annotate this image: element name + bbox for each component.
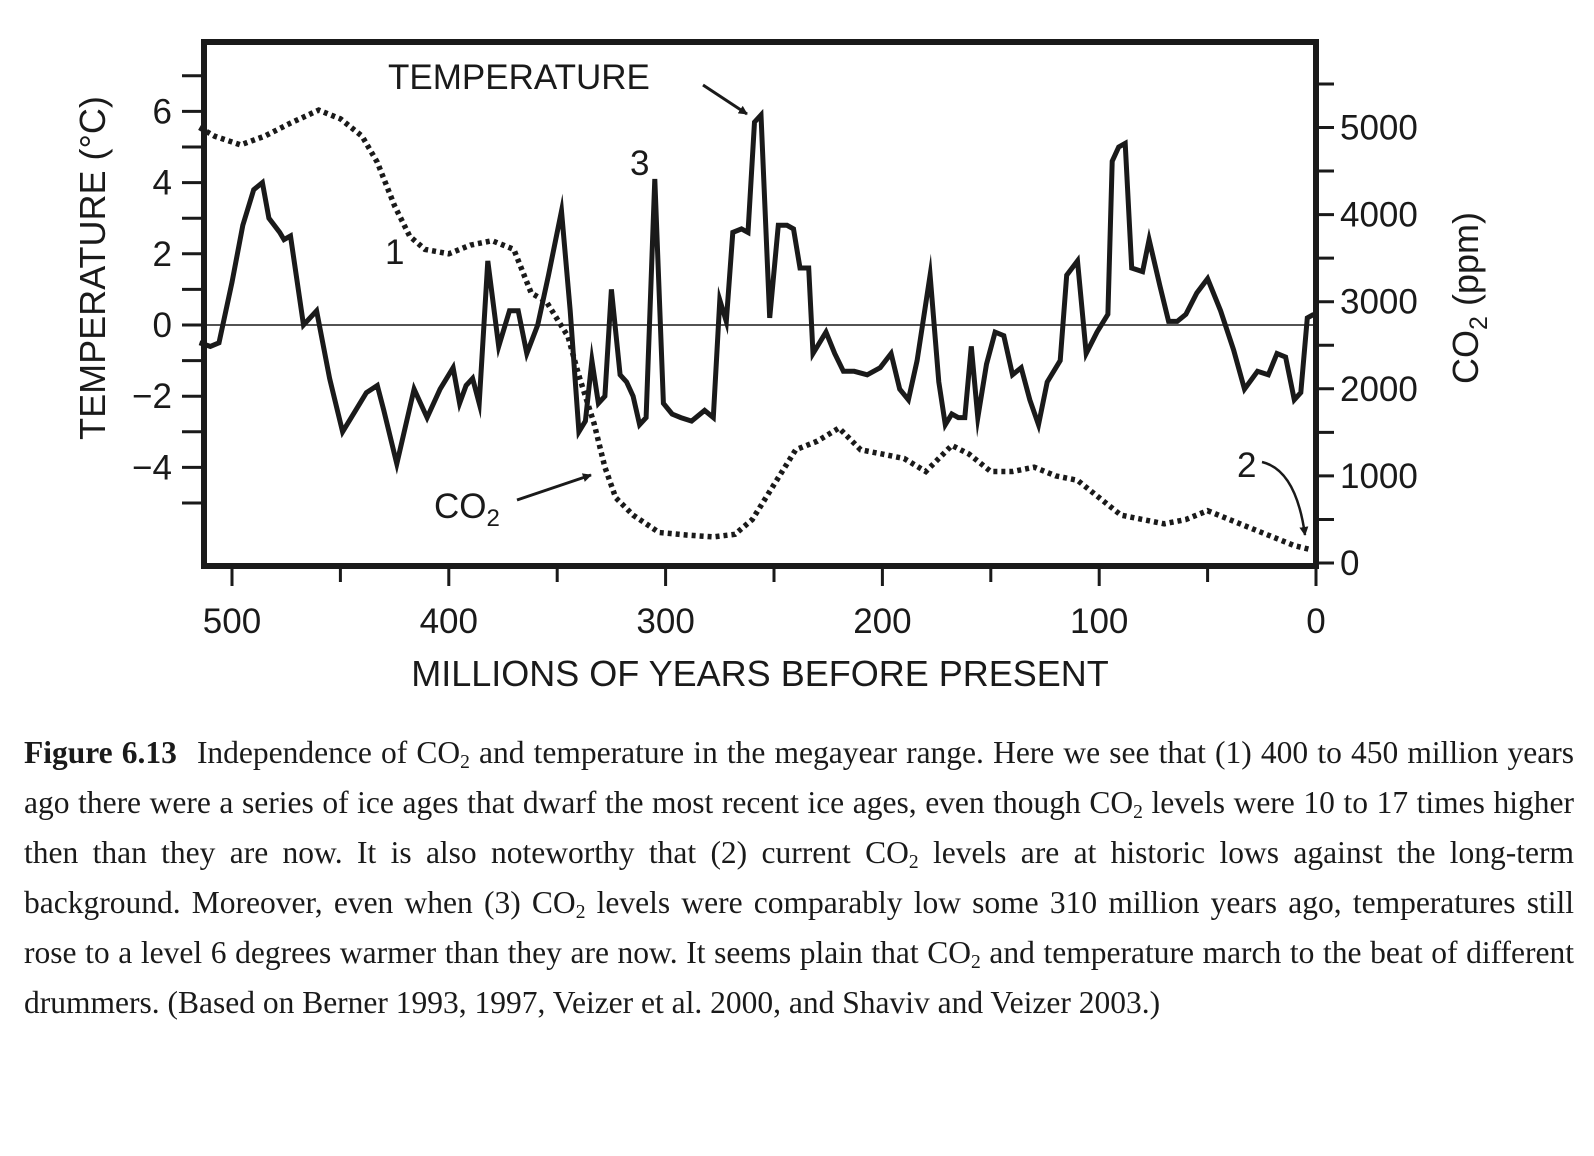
left-tick-label: 6: [153, 92, 172, 131]
annotation-co2-label: CO2: [434, 487, 500, 532]
annotation-2: 2: [1237, 446, 1309, 536]
annotation-2-label: 2: [1237, 446, 1256, 485]
left-axis-ticks: 6 4 2 0 −2 −4: [132, 74, 204, 505]
annotation-co2-base: CO: [434, 487, 487, 526]
annotation-co2-arrow: [516, 473, 592, 502]
caption-text-run: levels were comparably low some 310 mill…: [24, 885, 1574, 970]
caption-subscript: 2: [575, 901, 586, 923]
annotation-temperature-arrow: [702, 83, 748, 116]
figure-caption: Figure 6.13 Independence of CO2 and tempe…: [24, 728, 1574, 1028]
x-tick-label: 100: [1070, 602, 1128, 641]
right-tick-label: 5000: [1340, 109, 1418, 148]
x-axis-ticks: 500 400 300 200 100 0: [203, 566, 1326, 641]
co2-label-unit: (ppm): [1445, 212, 1486, 316]
annotation-co2-subscript: 2: [487, 505, 500, 532]
annotation-temperature-label: TEMPERATURE: [388, 58, 650, 97]
annotation-2-arrow: [1261, 460, 1309, 536]
right-tick-label: 1000: [1340, 457, 1418, 496]
left-tick-label: −2: [132, 377, 172, 416]
figure-label: Figure 6.13: [24, 735, 177, 770]
right-tick-label: 3000: [1340, 283, 1418, 322]
right-tick-label: 4000: [1340, 196, 1418, 235]
x-tick-label: 400: [420, 602, 478, 641]
caption-text: Independence of CO2 and temperature in t…: [24, 735, 1574, 1020]
x-tick-label: 0: [1306, 602, 1325, 641]
right-tick-label: 2000: [1340, 370, 1418, 409]
caption-text-run: levels were 10 to 17 times higher then t…: [24, 785, 1574, 870]
annotation-co2: CO2: [434, 473, 592, 532]
caption-subscript: 2: [971, 951, 981, 973]
co2-series-line: [198, 107, 1313, 553]
x-tick-label: 500: [203, 602, 261, 641]
caption-text-run: Independence of CO: [196, 735, 461, 770]
y-axis-label-right: CO2 (ppm): [1445, 212, 1493, 384]
caption-text-run: and temperature in the megayear range. H…: [24, 735, 1574, 820]
co2-label-base: CO: [1445, 330, 1486, 384]
caption-text-run: levels are at historic lows against the …: [24, 835, 1574, 920]
caption-subscript: 2: [908, 851, 919, 873]
right-axis-ticks: 5000 4000 3000 2000 1000 0: [1316, 82, 1418, 583]
annotation-temperature: TEMPERATURE: [388, 58, 748, 116]
left-tick-label: 0: [153, 306, 172, 345]
x-tick-label: 200: [853, 602, 911, 641]
temperature-series-line: [198, 108, 1316, 475]
left-tick-label: 4: [153, 164, 172, 203]
x-tick-label: 300: [636, 602, 694, 641]
y-axis-label-left: TEMPERATURE (°C): [72, 96, 113, 440]
annotation-3: 3: [630, 144, 649, 183]
co2-label-subscript: 2: [1465, 316, 1493, 330]
caption-subscript: 2: [460, 751, 470, 773]
x-axis-label: MILLIONS OF YEARS BEFORE PRESENT: [411, 653, 1109, 694]
caption-text-run: and temperature march to the beat of dif…: [24, 935, 1574, 1020]
annotation-1: 1: [385, 233, 404, 272]
left-tick-label: 2: [153, 235, 172, 274]
right-tick-label: 0: [1340, 544, 1359, 583]
caption-subscript: 2: [1133, 801, 1143, 823]
plot-frame: [201, 39, 1319, 569]
left-tick-label: −4: [132, 448, 172, 487]
